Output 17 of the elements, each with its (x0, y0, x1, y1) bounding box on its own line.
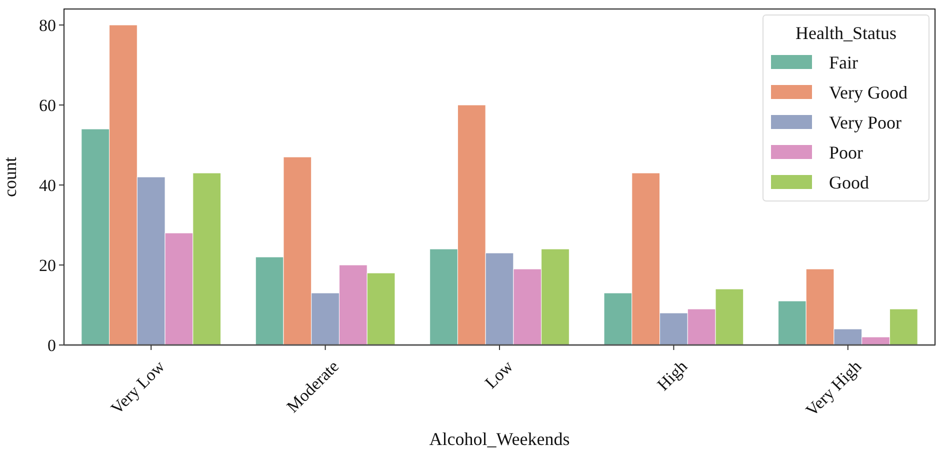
legend-label: Fair (829, 52, 858, 72)
x-tick-label: Low (481, 356, 518, 392)
legend-label: Very Poor (829, 112, 902, 132)
legend-label: Good (829, 172, 869, 192)
y-tick-label: 20 (39, 256, 56, 275)
x-tick-label: Very High (802, 356, 866, 420)
y-tick-label: 0 (48, 336, 56, 355)
y-axis-title: count (0, 157, 20, 197)
x-tick-label: Very Low (107, 356, 169, 418)
x-axis-title: Alcohol_Weekends (429, 429, 570, 449)
y-tick-label: 60 (39, 96, 56, 115)
x-tick-label: High (653, 356, 692, 394)
y-tick-label: 40 (39, 176, 56, 195)
y-tick-label: 80 (39, 16, 56, 35)
legend-label: Poor (829, 142, 864, 162)
legend-title: Health_Status (796, 23, 896, 43)
legend-label: Very Good (829, 82, 908, 102)
